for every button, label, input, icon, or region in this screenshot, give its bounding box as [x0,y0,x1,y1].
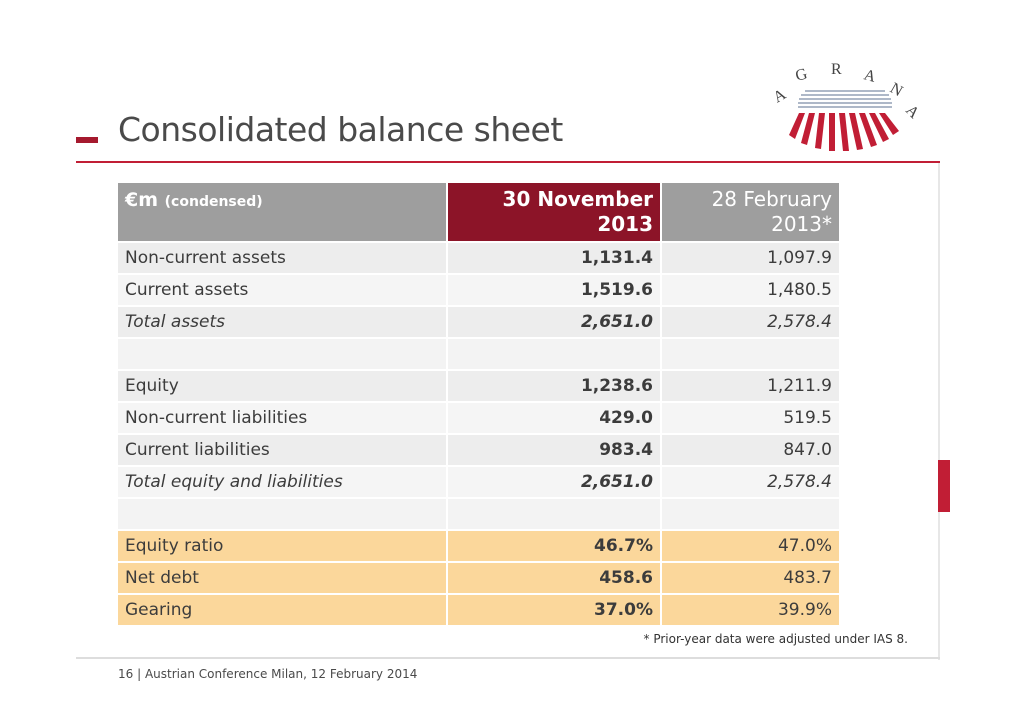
row-value-current: 1,519.6 [446,273,660,305]
row-value-prior: 2,578.4 [660,465,839,497]
row-value-prior: 1,480.5 [660,273,839,305]
table-row-kpi: Net debt 458.6 483.7 [118,561,839,593]
row-value-current: 458.6 [446,561,660,593]
table-header-row: €m (condensed) 30 November 2013 28 Febru… [118,183,839,241]
balance-sheet-table: €m (condensed) 30 November 2013 28 Febru… [118,183,839,625]
row-value-current: 983.4 [446,433,660,465]
svg-text:A: A [902,102,923,123]
row-value-current: 1,238.6 [446,369,660,401]
row-value-current: 429.0 [446,401,660,433]
table-row: Non-current assets 1,131.4 1,097.9 [118,241,839,273]
title-accent-dash [76,137,98,143]
frame-right-border [938,163,940,660]
header-col-prior: 28 February 2013* [660,183,839,241]
row-value-current: 2,651.0 [446,465,660,497]
row-value-prior: 1,097.9 [660,241,839,273]
table-spacer-row [118,497,839,529]
agrana-logo: A G R A N A [771,61,923,151]
table-row: Non-current liabilities 429.0 519.5 [118,401,839,433]
table-row: Equity 1,238.6 1,211.9 [118,369,839,401]
row-label: Equity ratio [118,529,446,561]
frame-bottom-border [76,657,940,659]
page-title: Consolidated balance sheet [118,110,563,149]
table-row: Current liabilities 983.4 847.0 [118,433,839,465]
row-label: Total equity and liabilities [118,465,446,497]
svg-text:A: A [862,66,878,86]
footnote: * Prior-year data were adjusted under IA… [643,632,909,646]
row-value-current: 1,131.4 [446,241,660,273]
header-col-current: 30 November 2013 [446,183,660,241]
row-value-current: 37.0% [446,593,660,625]
svg-text:R: R [831,61,842,78]
row-value-current: 2,651.0 [446,305,660,337]
row-value-prior: 1,211.9 [660,369,839,401]
row-value-prior: 47.0% [660,529,839,561]
svg-text:N: N [887,80,906,101]
svg-text:G: G [794,65,810,85]
slide-footer: 16 | Austrian Conference Milan, 12 Febru… [118,667,418,681]
table-row-kpi: Gearing 37.0% 39.9% [118,593,839,625]
table-row-total: Total equity and liabilities 2,651.0 2,5… [118,465,839,497]
svg-text:A: A [771,86,790,107]
frame-top-border [76,161,940,163]
row-value-prior: 483.7 [660,561,839,593]
header-unit: €m [125,189,159,211]
header-unit-sub: (condensed) [164,194,263,210]
table-spacer-row [118,337,839,369]
side-accent-bar [938,460,950,512]
row-value-current: 46.7% [446,529,660,561]
row-label: Gearing [118,593,446,625]
row-label: Current liabilities [118,433,446,465]
row-value-prior: 39.9% [660,593,839,625]
row-value-prior: 847.0 [660,433,839,465]
row-label: Non-current liabilities [118,401,446,433]
row-label: Non-current assets [118,241,446,273]
row-label: Net debt [118,561,446,593]
row-label: Equity [118,369,446,401]
row-label: Total assets [118,305,446,337]
header-label: €m (condensed) [118,183,446,241]
table-row: Current assets 1,519.6 1,480.5 [118,273,839,305]
row-value-prior: 519.5 [660,401,839,433]
row-label: Current assets [118,273,446,305]
table-row-kpi: Equity ratio 46.7% 47.0% [118,529,839,561]
table-row-total: Total assets 2,651.0 2,578.4 [118,305,839,337]
row-value-prior: 2,578.4 [660,305,839,337]
